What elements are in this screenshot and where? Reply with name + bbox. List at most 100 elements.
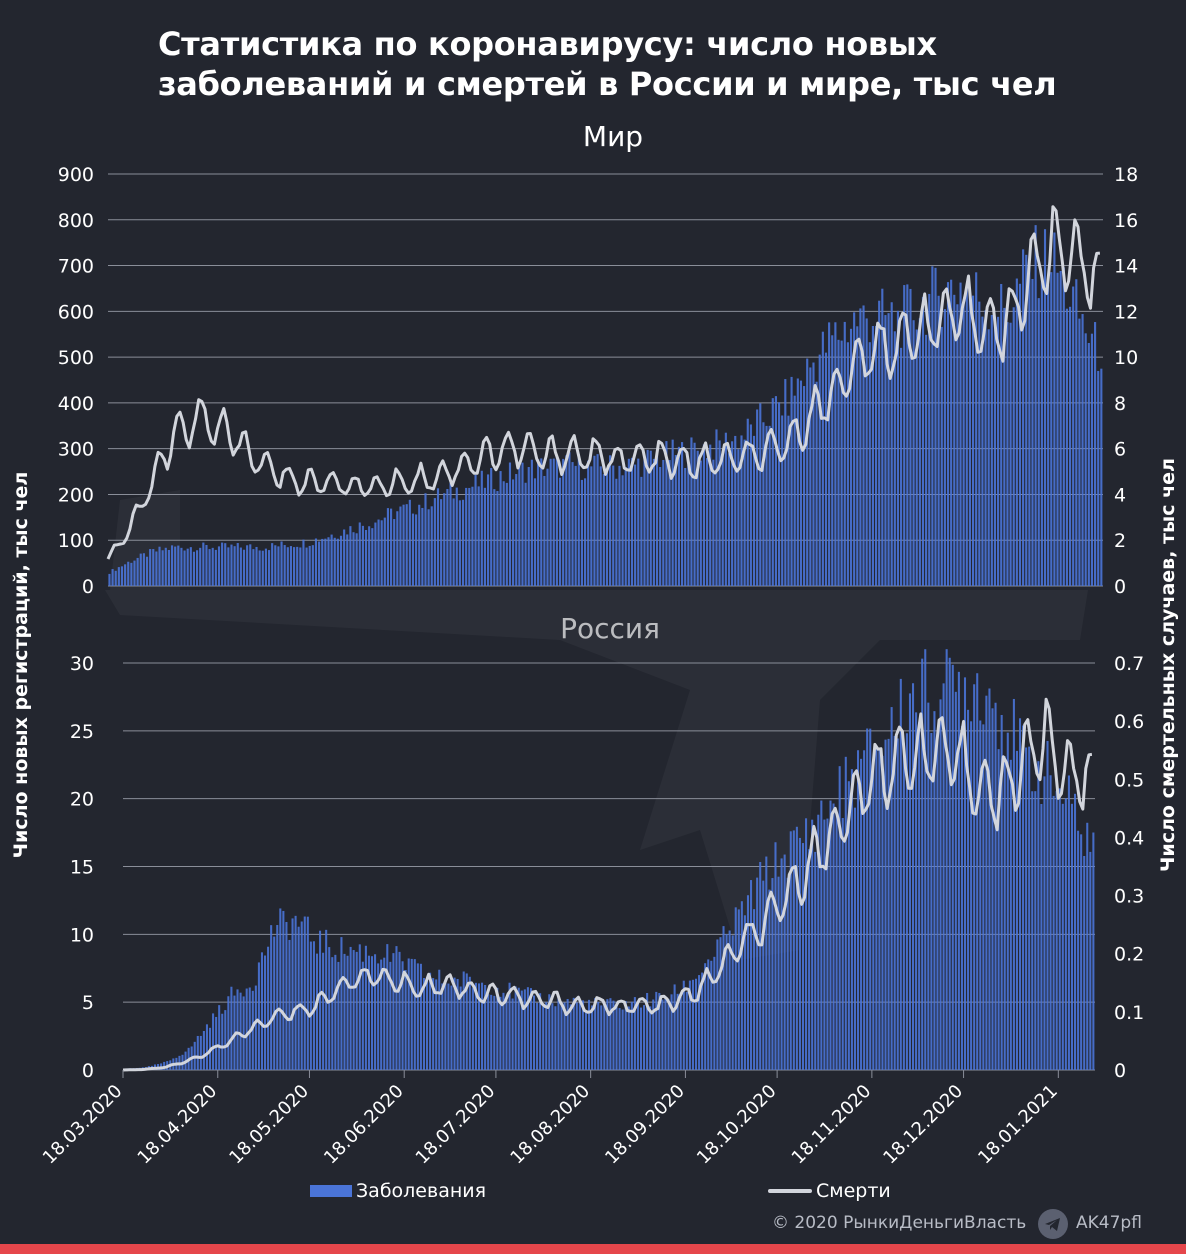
world-case-bar <box>859 308 862 586</box>
ru-case-bar <box>661 999 664 1070</box>
ru-case-bar <box>930 732 933 1070</box>
ru-case-bar <box>1089 851 1092 1070</box>
world-case-bar <box>590 466 593 586</box>
ru-case-bar <box>832 803 835 1070</box>
ru-case-bar <box>450 985 453 1070</box>
ru-right-tick-label: 0.6 <box>1114 711 1144 733</box>
world-case-bar <box>296 546 299 586</box>
world-case-bar <box>634 464 637 586</box>
world-case-bar <box>468 487 471 586</box>
world-case-bar <box>264 548 267 586</box>
ru-case-bar <box>970 721 973 1070</box>
world-case-bar <box>540 458 543 586</box>
legend-cases: Заболевания <box>310 1180 486 1202</box>
ru-case-bar <box>630 1001 633 1070</box>
world-case-bar <box>943 309 946 586</box>
world-case-bar <box>956 304 959 586</box>
world-case-bar <box>308 545 311 586</box>
ru-case-bar <box>829 800 832 1070</box>
ru-case-bar <box>976 673 979 1070</box>
ru-case-bar <box>707 959 710 1070</box>
world-case-bar <box>609 455 612 586</box>
ru-case-bar <box>603 1004 606 1070</box>
ru-case-bar <box>282 910 285 1070</box>
ru-case-bar <box>1092 832 1095 1070</box>
world-case-bar <box>709 444 712 586</box>
ru-case-bar <box>805 818 808 1070</box>
ru-case-bar <box>658 993 661 1070</box>
world-left-tick-label: 400 <box>58 393 94 415</box>
ru-case-bar <box>731 935 734 1070</box>
world-right-tick-label: 6 <box>1114 439 1126 461</box>
ru-case-bar <box>569 1004 572 1070</box>
world-case-bar <box>743 439 746 586</box>
world-case-bar <box>684 467 687 586</box>
ru-case-bar <box>456 978 459 1070</box>
world-case-bar <box>571 462 574 586</box>
world-case-bar <box>280 541 283 586</box>
world-right-tick-label: 0 <box>1114 576 1126 598</box>
ru-right-tick-label: 0.2 <box>1114 944 1144 966</box>
world-case-bar <box>524 482 527 586</box>
ru-case-bar <box>1080 834 1083 1070</box>
world-case-bar <box>408 499 411 586</box>
ru-case-bar <box>260 952 264 1070</box>
world-case-bar <box>781 415 784 586</box>
ru-case-bar <box>850 769 853 1070</box>
world-case-bar <box>130 562 133 586</box>
ru-case-bar <box>719 937 722 1070</box>
world-case-bar <box>737 449 740 586</box>
ru-right-tick-label: 0 <box>1114 1060 1126 1082</box>
world-case-bar <box>508 462 512 586</box>
world-case-bar <box>602 474 605 586</box>
world-case-bar <box>289 546 293 586</box>
ru-case-bar <box>890 707 893 1070</box>
ru-left-tick-label: 25 <box>70 721 94 743</box>
ru-case-bar <box>1000 714 1003 1070</box>
world-case-bar <box>349 526 352 586</box>
ru-case-bar <box>429 972 432 1070</box>
world-case-bar <box>687 464 690 586</box>
world-case-bar <box>978 301 981 586</box>
world-case-bar <box>878 300 881 586</box>
ru-case-bar <box>319 930 322 1070</box>
ru-case-bar <box>1049 775 1052 1070</box>
world-case-bar <box>803 386 806 586</box>
world-case-bar <box>286 547 289 586</box>
world-case-bar <box>386 508 390 586</box>
world-case-bar <box>659 467 662 586</box>
world-case-bar <box>196 550 199 586</box>
world-case-bar <box>221 542 224 586</box>
ru-case-bar <box>355 951 358 1070</box>
ru-case-bar <box>484 984 487 1070</box>
ru-case-bar <box>704 963 707 1070</box>
world-case-bar <box>374 522 377 586</box>
ru-case-bar <box>841 818 844 1070</box>
world-case-bar <box>558 477 562 586</box>
ru-case-bar <box>896 738 899 1070</box>
world-case-bar <box>740 435 743 586</box>
world-case-bar <box>971 295 975 586</box>
russia-chart-title: Россия <box>460 612 760 645</box>
world-case-bar <box>987 329 990 586</box>
world-case-bar <box>649 450 652 586</box>
ru-case-bar <box>1003 756 1006 1070</box>
world-case-bar <box>881 288 884 586</box>
ru-case-bar <box>728 930 731 1070</box>
world-case-bar <box>521 462 524 586</box>
ru-case-bar <box>419 963 422 1070</box>
world-case-bar <box>940 326 943 586</box>
ru-case-bar <box>887 738 890 1070</box>
ru-case-bar <box>536 1002 539 1070</box>
world-case-bar <box>324 538 327 586</box>
world-case-bar <box>828 322 831 586</box>
ru-case-bar <box>481 982 484 1070</box>
world-case-bar <box>192 551 196 586</box>
ru-case-bar <box>1077 830 1080 1070</box>
ru-case-bar <box>633 997 636 1070</box>
ru-case-bar <box>921 658 924 1070</box>
world-case-bar <box>339 535 343 586</box>
ru-case-bar <box>251 990 254 1070</box>
ru-case-bar <box>670 994 673 1070</box>
ru-case-bar <box>679 996 682 1070</box>
